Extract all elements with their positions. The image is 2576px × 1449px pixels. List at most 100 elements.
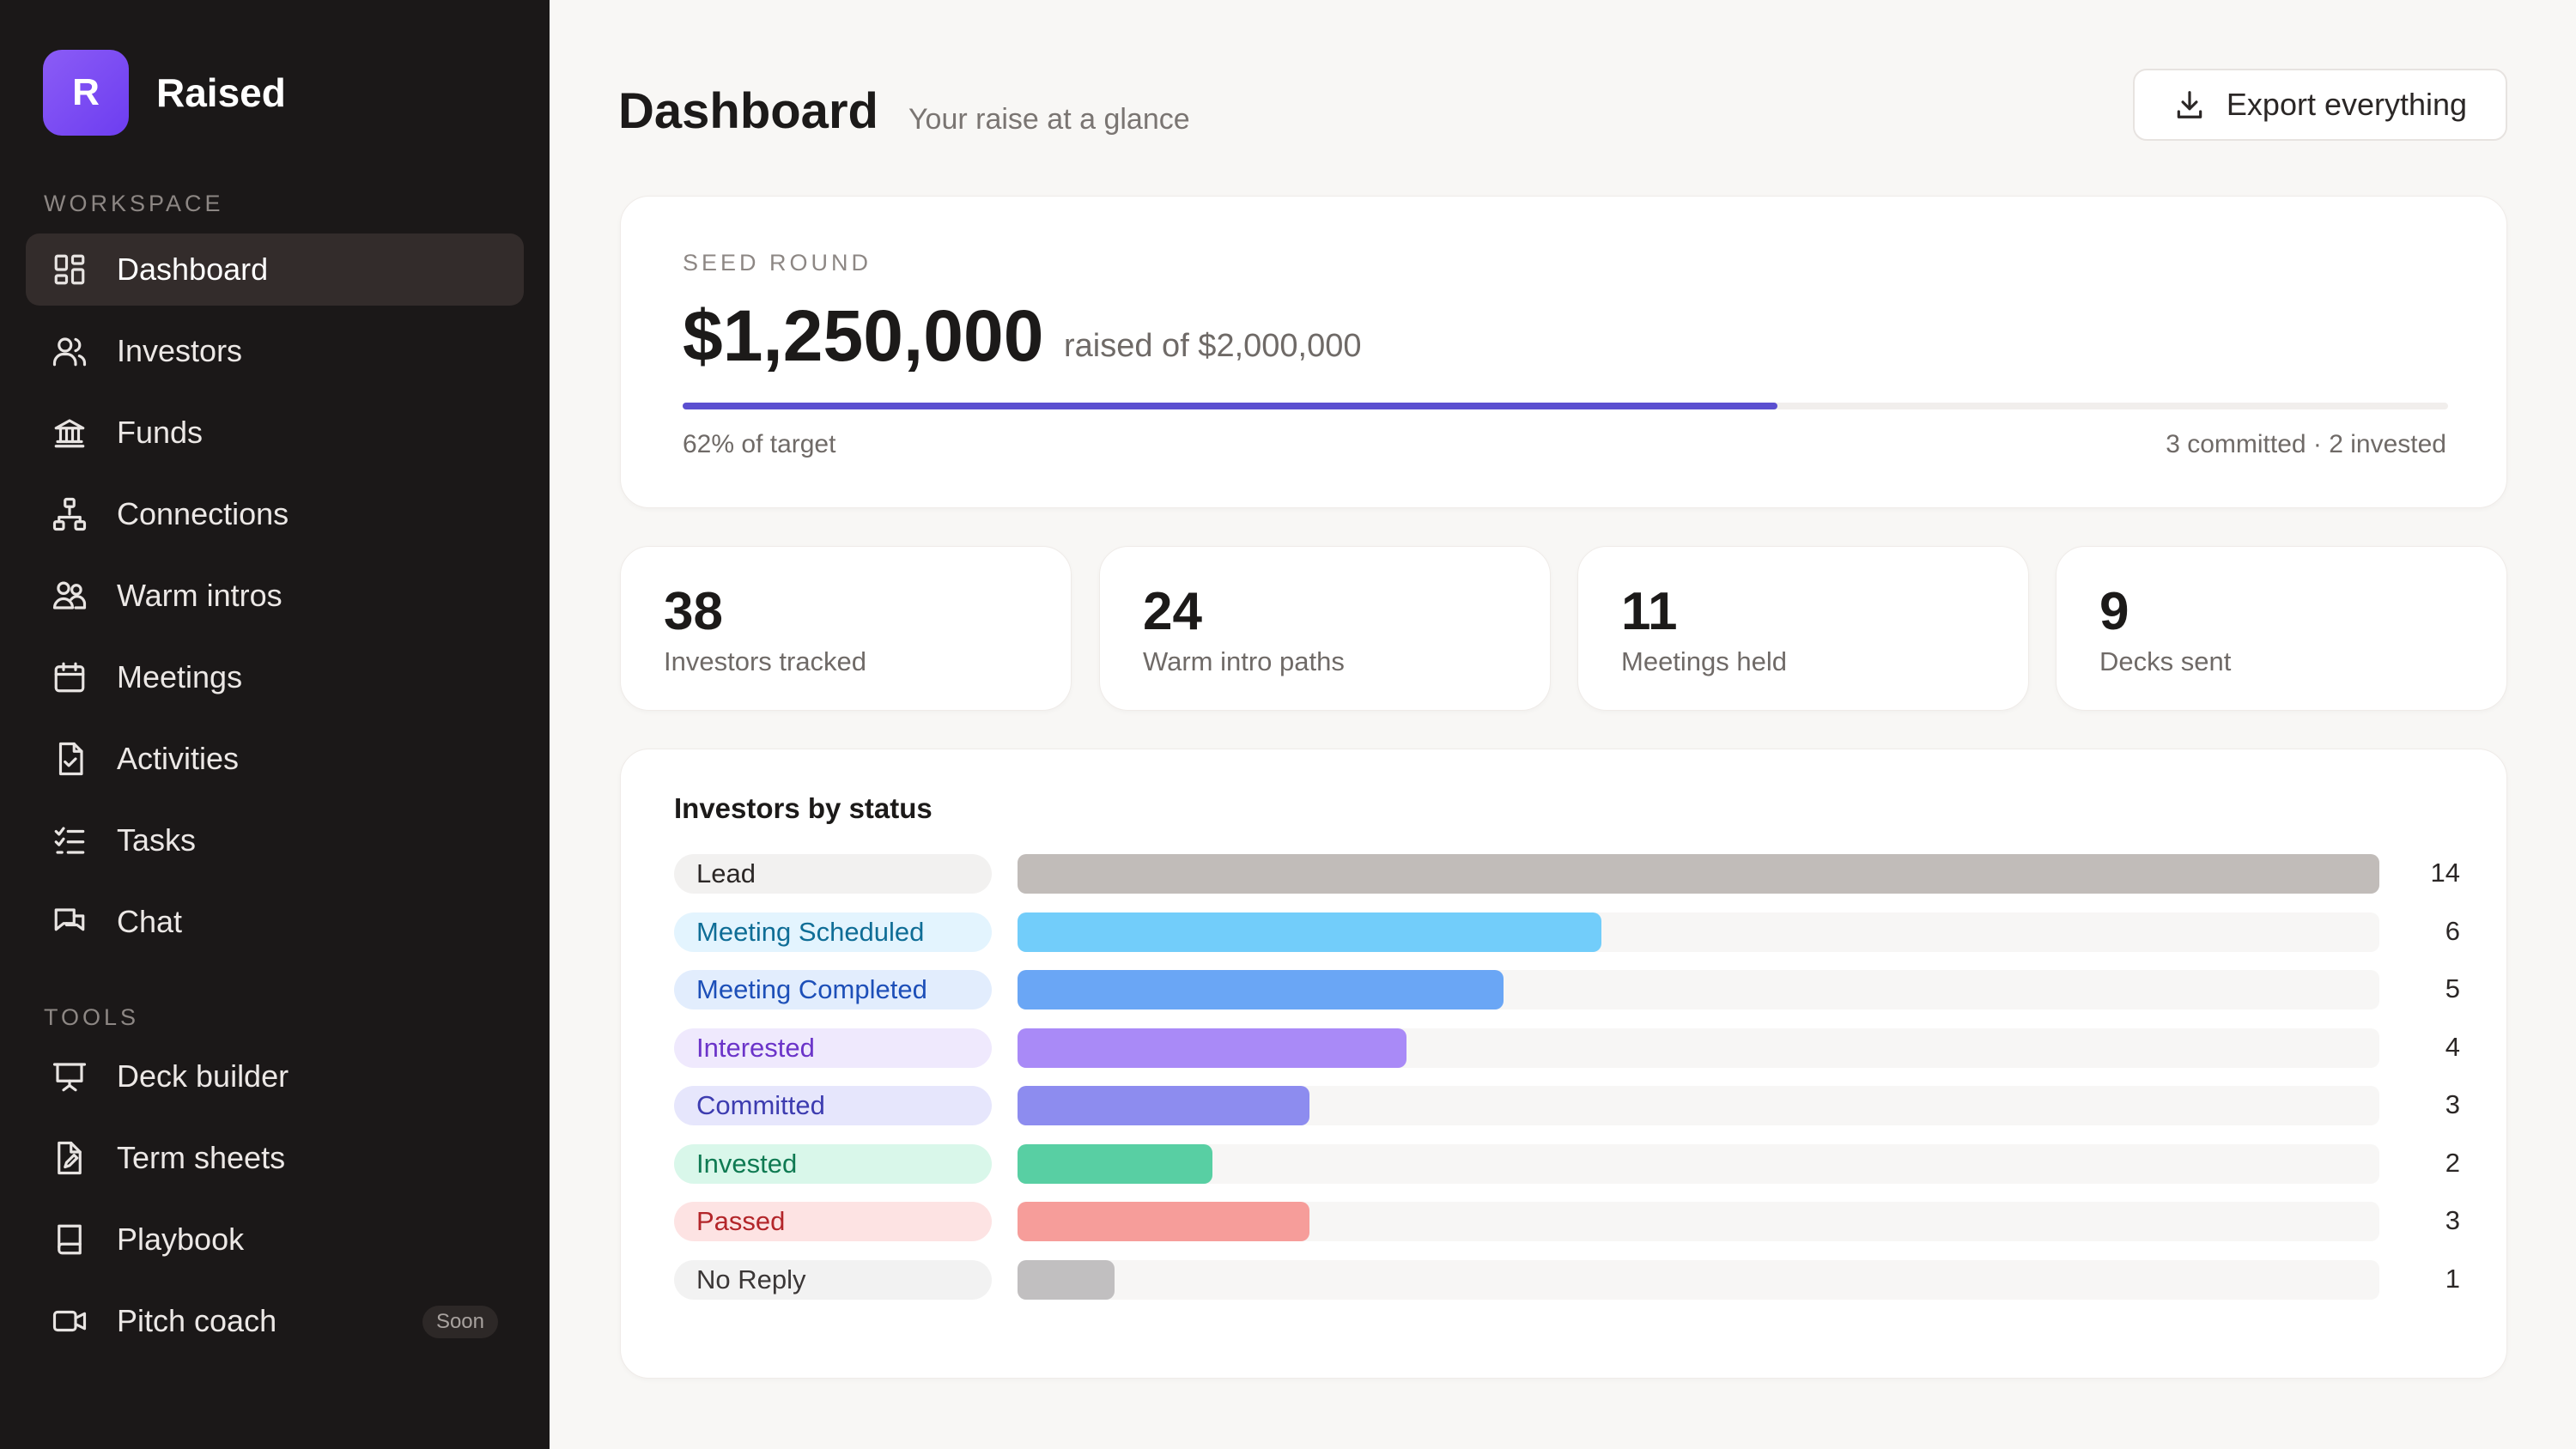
video-icon [52, 1303, 88, 1339]
status-pill: No Reply [674, 1259, 992, 1300]
status-row-interested[interactable]: Interested 4 [674, 1028, 2477, 1068]
page-title: Dashboard [618, 83, 878, 139]
sidebar-item-meetings[interactable]: Meetings [26, 641, 524, 713]
sidebar-item-label: Term sheets [117, 1140, 286, 1175]
status-pill: Invested [674, 1143, 992, 1184]
status-bar [1018, 1202, 1309, 1241]
sidebar-item-label: Activities [117, 741, 240, 776]
sidebar-item-label: Chat [117, 904, 183, 939]
bank-icon [52, 415, 88, 451]
status-bar-track [1018, 1259, 2379, 1300]
stat-value: 9 [2099, 582, 2129, 641]
status-bar-track [1018, 1202, 2379, 1241]
status-row-meeting-completed[interactable]: Meeting Completed 5 [674, 970, 2477, 1009]
sidebar-item-activities[interactable]: Activities [26, 723, 524, 795]
status-bar-track [1018, 1028, 2379, 1068]
export-button[interactable]: Export everything [2133, 69, 2507, 141]
status-count: 3 [2445, 1205, 2460, 1235]
status-bar-track [1018, 1143, 2379, 1184]
network-icon [52, 496, 88, 532]
status-row-lead[interactable]: Lead 14 [674, 854, 2477, 894]
stat-label: Decks sent [2099, 646, 2232, 676]
download-icon [2177, 91, 2202, 118]
sidebar-item-funds[interactable]: Funds [26, 397, 524, 469]
sidebar-item-deck-builder[interactable]: Deck builder [26, 1040, 524, 1113]
sidebar-item-warm-intros[interactable]: Warm intros [26, 560, 524, 632]
people-icon [52, 578, 88, 614]
status-row-meeting-scheduled[interactable]: Meeting Scheduled 6 [674, 912, 2477, 952]
status-card-title: Investors by status [674, 792, 933, 824]
status-bar [1018, 854, 2379, 894]
status-row-invested[interactable]: Invested 2 [674, 1143, 2477, 1184]
status-pill: Passed [674, 1202, 992, 1241]
status-row-committed[interactable]: Committed 3 [674, 1086, 2477, 1125]
soon-badge: Soon [422, 1306, 498, 1338]
sidebar-item-connections[interactable]: Connections [26, 478, 524, 550]
sidebar-item-label: Meetings [117, 659, 243, 694]
tools-nav: Deck builder Term sheets Playbook Pitch … [26, 1040, 524, 1367]
sidebar-item-label: Deck builder [117, 1058, 289, 1094]
round-label: SEED ROUND [683, 250, 872, 276]
stat-value: 38 [664, 582, 723, 641]
status-pill: Interested [674, 1028, 992, 1068]
status-bar [1018, 1259, 1115, 1300]
file-check-icon [52, 741, 88, 777]
progress-percent: 62% of target [683, 430, 836, 458]
status-bar-track [1018, 970, 2379, 1009]
main-content: Dashboard Your raise at a glance Export … [550, 0, 2576, 1449]
status-bar [1018, 1028, 1407, 1068]
stat-card-warm-intros: 24 Warm intro paths [1099, 546, 1551, 711]
chat-icon [52, 904, 88, 940]
status-count: 3 [2445, 1089, 2460, 1119]
sidebar-item-label: Tasks [117, 822, 197, 858]
sidebar-item-playbook[interactable]: Playbook [26, 1203, 524, 1276]
page-subtitle: Your raise at a glance [908, 103, 1190, 136]
sidebar-item-pitch-coach[interactable]: Pitch coach Soon [26, 1285, 524, 1357]
sidebar-item-tasks[interactable]: Tasks [26, 804, 524, 876]
status-pill: Lead [674, 854, 992, 894]
stat-label: Investors tracked [664, 646, 867, 676]
sidebar-item-label: Funds [117, 415, 204, 450]
status-count: 4 [2445, 1031, 2460, 1062]
file-edit-icon [52, 1140, 88, 1176]
brand[interactable]: R Raised [43, 50, 286, 136]
stat-label: Meetings held [1621, 646, 1788, 676]
status-row-passed[interactable]: Passed 3 [674, 1202, 2477, 1241]
status-bar [1018, 970, 1504, 1009]
brand-name: Raised [156, 70, 286, 115]
status-count: 5 [2445, 973, 2460, 1003]
status-pill: Committed [674, 1086, 992, 1125]
workspace-section-label: WORKSPACE [44, 191, 224, 216]
export-button-label: Export everything [2226, 87, 2468, 122]
sidebar: R Raised WORKSPACE Dashboard Investors F… [0, 0, 550, 1449]
dashboard-icon [52, 252, 88, 288]
round-target: raised of $2,000,000 [1064, 328, 1362, 364]
sidebar-item-label: Playbook [117, 1222, 245, 1257]
status-bar-track [1018, 1086, 2379, 1125]
sidebar-item-label: Dashboard [117, 252, 269, 287]
status-bar-track [1018, 854, 2379, 894]
stat-card-decks: 9 Decks sent [2056, 546, 2507, 711]
status-row-no-reply[interactable]: No Reply 1 [674, 1259, 2477, 1300]
progress-summary: 3 committed · 2 invested [2166, 430, 2446, 458]
status-pill: Meeting Scheduled [674, 912, 992, 952]
sidebar-item-dashboard[interactable]: Dashboard [26, 233, 524, 306]
stat-value: 11 [1621, 582, 1678, 641]
tools-section-label: TOOLS [44, 1004, 140, 1030]
users-icon [52, 333, 88, 369]
status-count: 14 [2430, 858, 2460, 888]
presentation-icon [52, 1058, 88, 1094]
sidebar-item-label: Connections [117, 496, 289, 531]
sidebar-item-chat[interactable]: Chat [26, 886, 524, 958]
status-bar-track [1018, 912, 2379, 952]
status-count: 1 [2445, 1263, 2460, 1294]
status-bar [1018, 912, 1601, 952]
sidebar-item-term-sheets[interactable]: Term sheets [26, 1122, 524, 1194]
sidebar-item-investors[interactable]: Investors [26, 315, 524, 387]
stat-value: 24 [1143, 582, 1202, 641]
stat-label: Warm intro paths [1143, 646, 1345, 676]
round-amount: $1,250,000 [683, 295, 1044, 376]
workspace-nav: Dashboard Investors Funds Connections Wa… [26, 233, 524, 967]
sidebar-item-label: Investors [117, 333, 243, 368]
stat-card-investors: 38 Investors tracked [620, 546, 1072, 711]
